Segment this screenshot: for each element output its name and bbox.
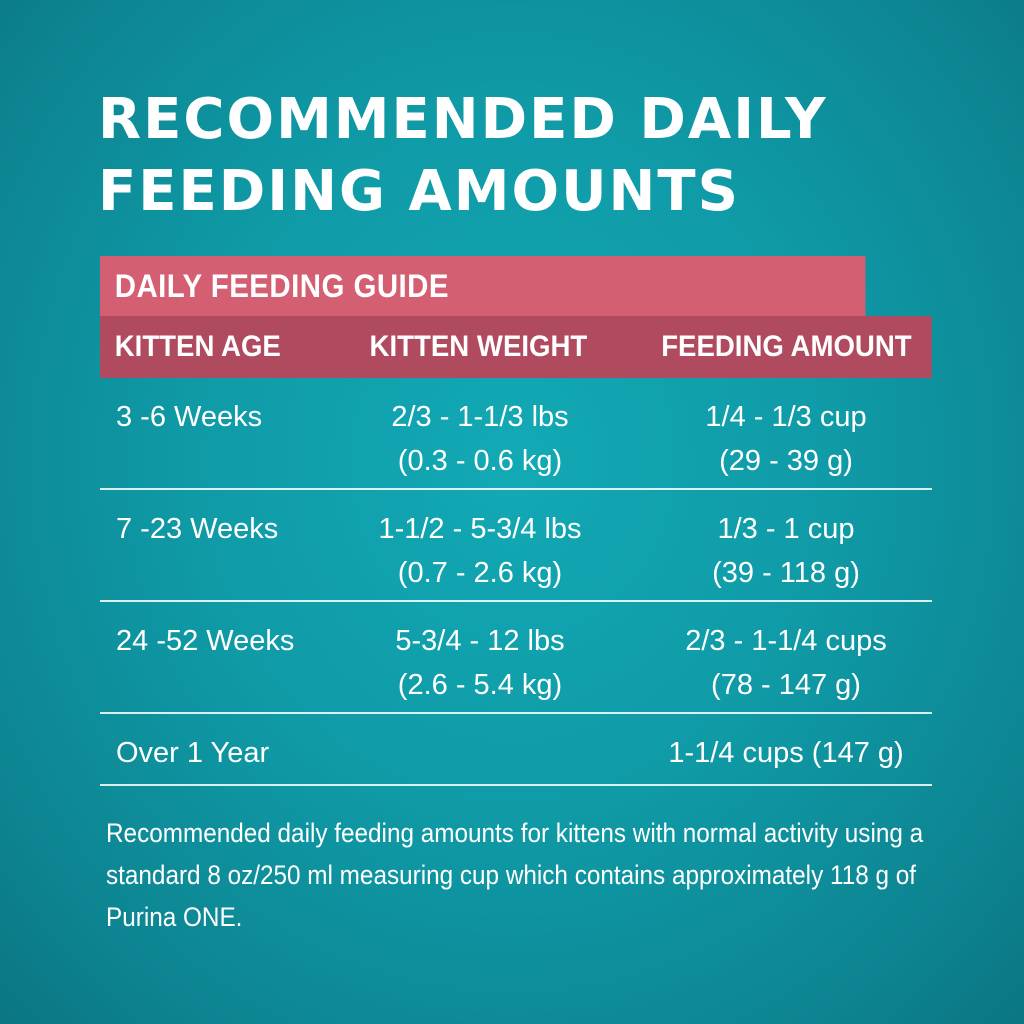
title-line-1: RECOMMENDED DAILY [98, 87, 828, 152]
weight-lbs: 5-3/4 - 12 lbs [395, 625, 565, 657]
amount-cups: 2/3 - 1-1/4 cups [685, 625, 887, 657]
table-row: 3 -6 Weeks 2/3 - 1-1/3 lbs (0.3 - 0.6 kg… [100, 378, 932, 490]
cell-kitten-age: 7 -23 Weeks [116, 513, 279, 545]
amount-cups: 1/3 - 1 cup [717, 513, 855, 545]
table-row: 7 -23 Weeks 1-1/2 - 5-3/4 lbs (0.7 - 2.6… [100, 490, 932, 602]
amount-cups: 1-1/4 cups (147 g) [668, 737, 904, 769]
table-row: Over 1 Year 1-1/4 cups (147 g) [100, 714, 932, 786]
cell-kitten-age: 3 -6 Weeks [116, 401, 263, 433]
column-header-kitten-age: KITTEN AGE [114, 330, 281, 363]
table-body: 3 -6 Weeks 2/3 - 1-1/3 lbs (0.3 - 0.6 kg… [100, 378, 932, 786]
column-header-feeding-amount: FEEDING AMOUNT [661, 330, 912, 363]
cell-kitten-age: 24 -52 Weeks [116, 625, 295, 657]
feeding-guide-table: DAILY FEEDING GUIDE KITTEN AGE KITTEN WE… [100, 256, 932, 786]
table-banner: DAILY FEEDING GUIDE [100, 256, 866, 316]
table-row: 24 -52 Weeks 5-3/4 - 12 lbs (2.6 - 5.4 k… [100, 602, 932, 714]
amount-grams: (78 - 147 g) [711, 669, 861, 701]
weight-kg: (0.7 - 2.6 kg) [397, 557, 563, 589]
weight-kg: (2.6 - 5.4 kg) [397, 669, 563, 701]
table-header: KITTEN AGE KITTEN WEIGHT FEEDING AMOUNT [100, 316, 932, 378]
page-title: RECOMMENDED DAILY FEEDING AMOUNTS [98, 84, 938, 228]
amount-cups: 1/4 - 1/3 cup [705, 401, 867, 433]
title-line-2: FEEDING AMOUNTS [98, 159, 740, 224]
weight-lbs: 2/3 - 1-1/3 lbs [391, 401, 569, 433]
footnote: Recommended daily feeding amounts for ki… [106, 818, 924, 932]
weight-kg: (0.3 - 0.6 kg) [397, 445, 563, 477]
column-header-kitten-weight: KITTEN WEIGHT [369, 330, 588, 363]
amount-grams: (29 - 39 g) [719, 445, 853, 477]
cell-kitten-age: Over 1 Year [116, 737, 270, 769]
weight-lbs: 1-1/2 - 5-3/4 lbs [378, 513, 582, 545]
amount-grams: (39 - 118 g) [712, 557, 860, 589]
